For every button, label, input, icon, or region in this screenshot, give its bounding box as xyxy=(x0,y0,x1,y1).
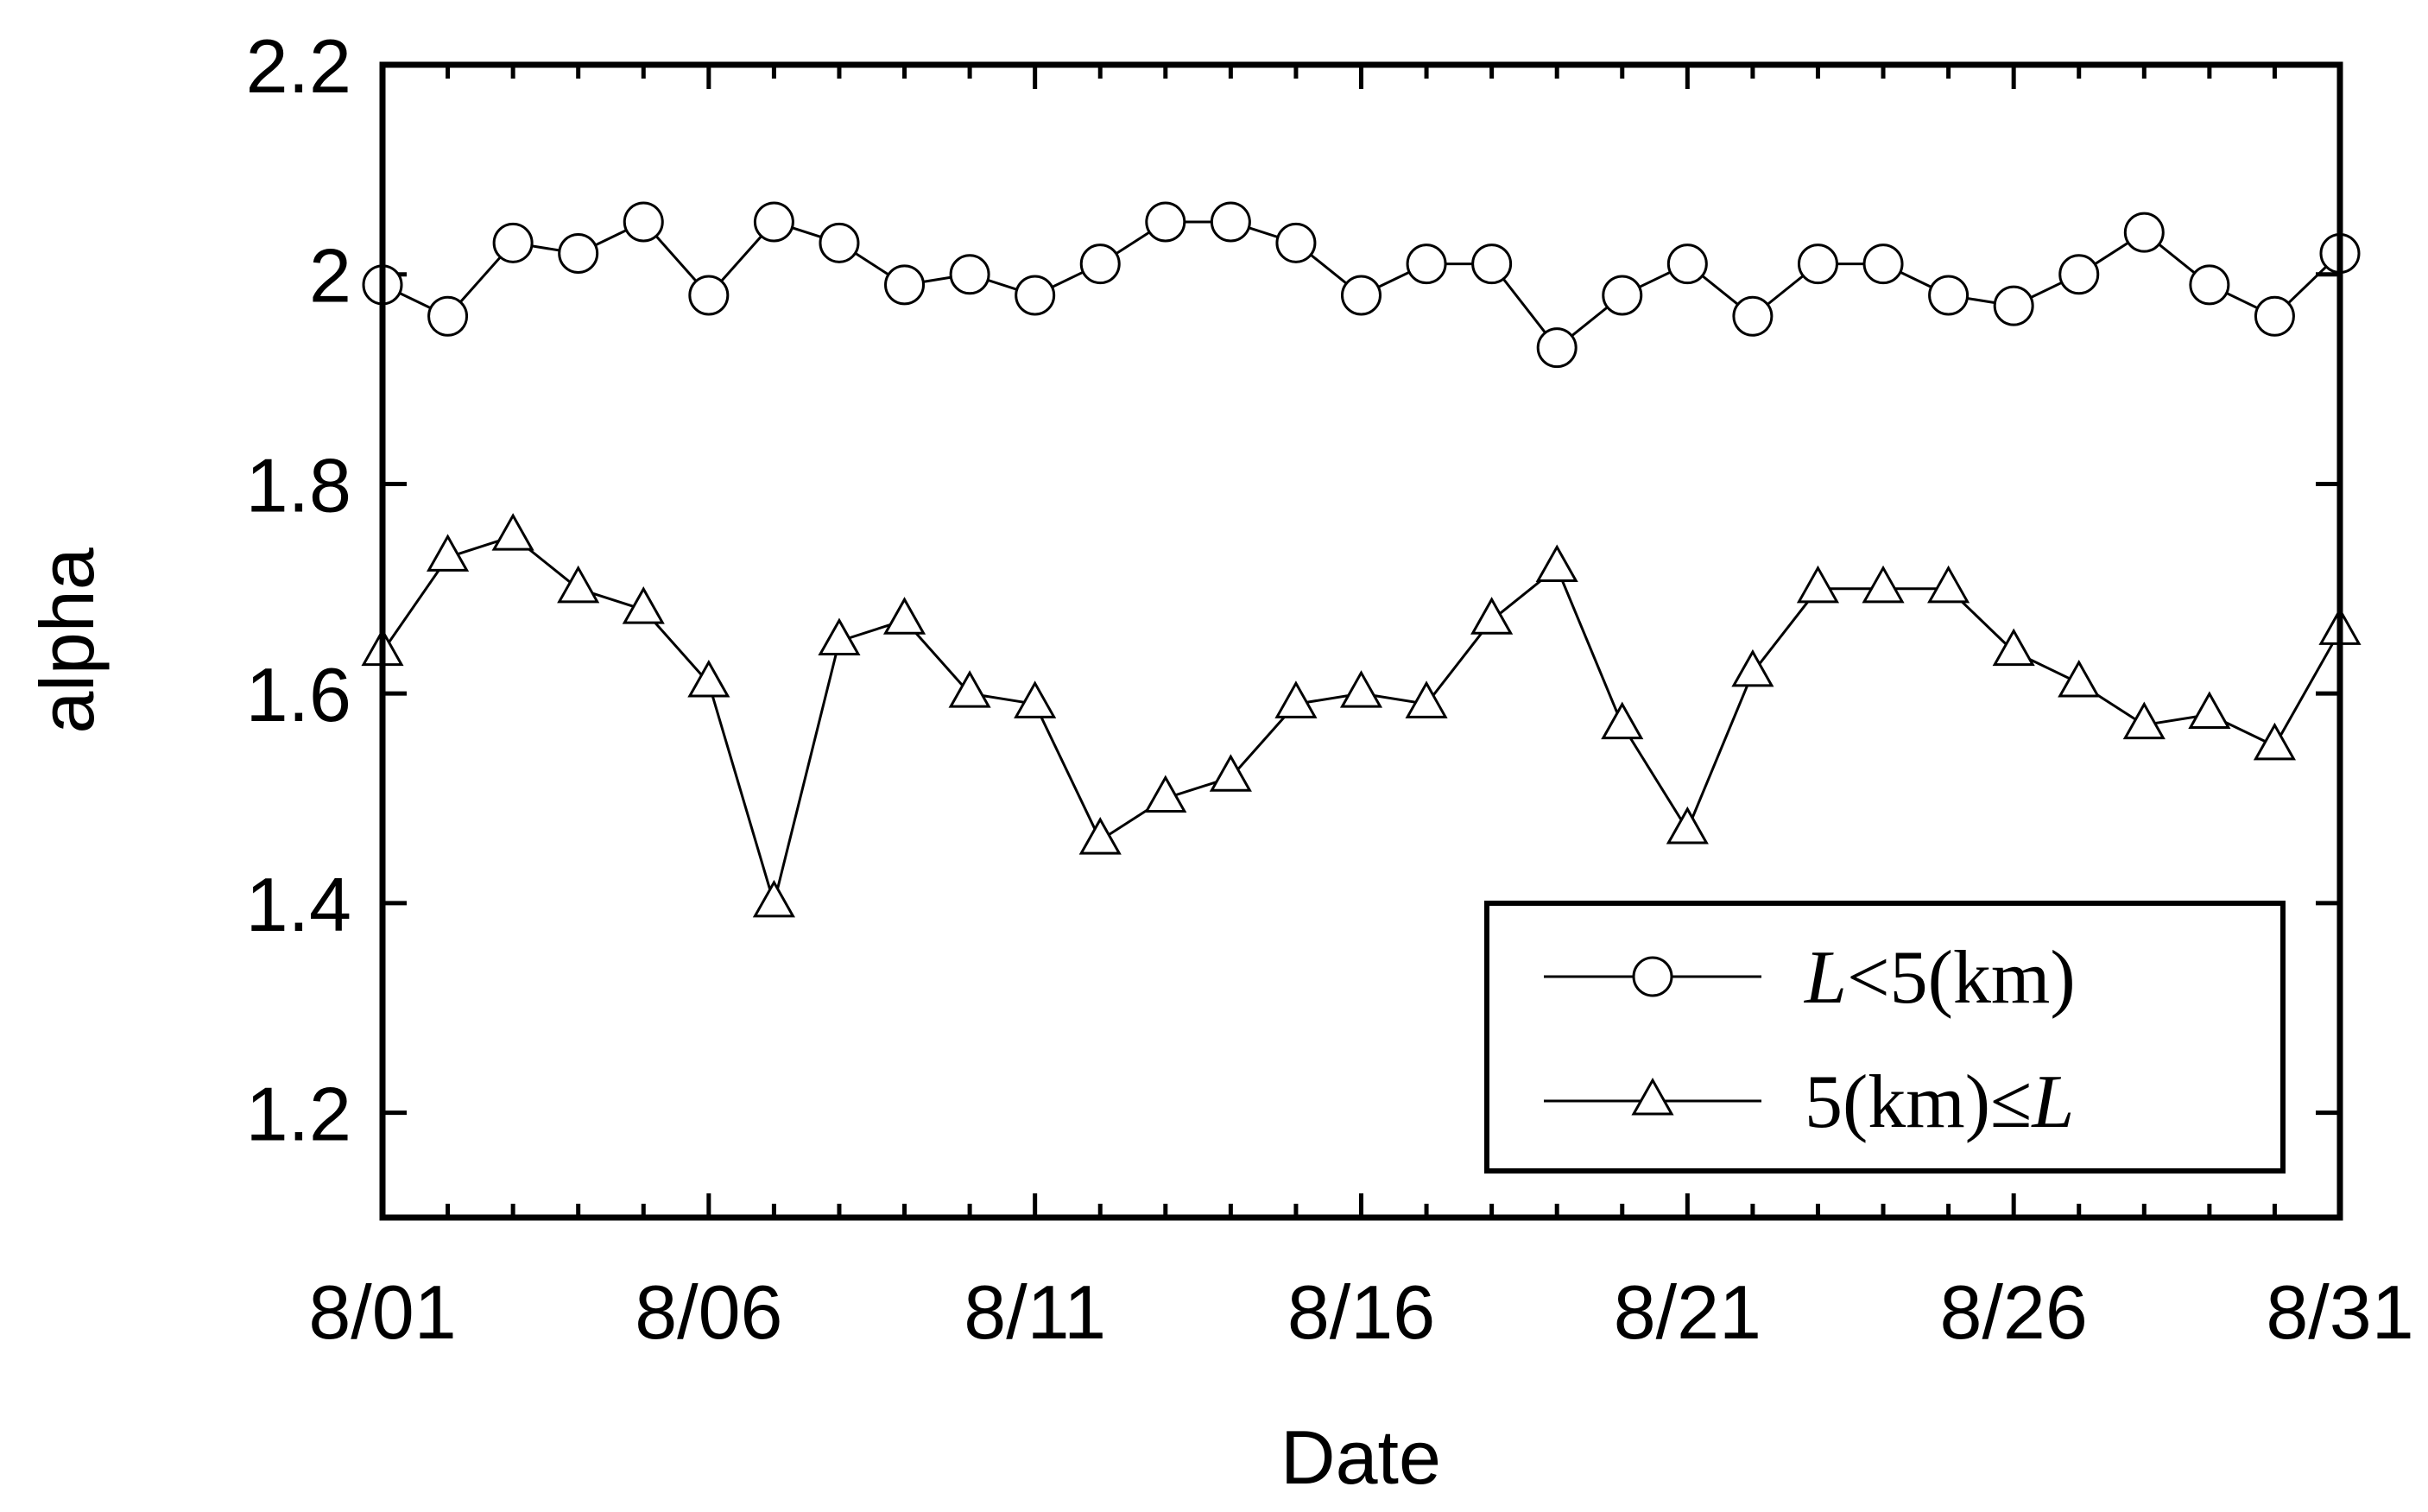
x-tick-label: 8/31 xyxy=(2266,1269,2413,1355)
data-point-circle xyxy=(1471,244,1513,285)
data-point-triangle xyxy=(1862,565,1905,604)
data-point-triangle xyxy=(882,597,926,635)
data-point-circle xyxy=(1928,275,1970,316)
data-point-circle xyxy=(1341,275,1382,316)
y-tick-label: 1.6 xyxy=(246,652,351,737)
plot-frame xyxy=(379,61,2343,1221)
data-point-circle xyxy=(1015,275,1056,316)
legend-label-circle: L<5(km) xyxy=(1803,936,2076,1020)
data-point-triangle xyxy=(2058,659,2101,698)
series-circle xyxy=(362,201,2361,369)
data-point-triangle xyxy=(818,617,861,655)
legend-box xyxy=(1484,901,2286,1174)
x-tick-label: 8/16 xyxy=(1287,1269,1435,1355)
data-point-circle xyxy=(1406,244,1447,285)
data-point-circle xyxy=(1732,295,1774,337)
data-point-circle xyxy=(1210,201,1251,243)
x-tick-label: 8/21 xyxy=(1614,1269,1761,1355)
x-tick-label: 8/11 xyxy=(964,1269,1106,1355)
axis-ticks: 1.2 1.4 1.6 1.8 2 2.2 8/01 8/06 8/11 8/16 8/21 8/26… xyxy=(246,23,2414,1355)
data-point-triangle xyxy=(1927,565,1970,604)
data-point-circle xyxy=(1993,285,2034,326)
data-point-circle xyxy=(623,201,664,243)
data-point-triangle xyxy=(1666,806,1709,845)
data-point-circle xyxy=(753,201,794,243)
data-point-triangle xyxy=(491,513,534,551)
data-point-triangle xyxy=(948,670,991,708)
legend-label-triangle-var: L xyxy=(2030,1060,2074,1144)
data-point-triangle xyxy=(426,534,470,572)
y-tick-label: 1.4 xyxy=(246,862,351,947)
series-group xyxy=(361,201,2362,918)
data-point-triangle xyxy=(1339,670,1383,708)
legend-label-triangle: 5(km)≤L xyxy=(1805,1060,2074,1144)
y-tick-label: 2 xyxy=(309,233,351,319)
data-point-circle xyxy=(1275,222,1317,263)
series-line-triangle xyxy=(381,535,2342,908)
data-point-triangle xyxy=(1014,680,1057,718)
legend-label-circle-var: L xyxy=(1803,936,1847,1020)
data-point-triangle xyxy=(2122,701,2166,740)
data-point-triangle xyxy=(1405,680,1448,718)
legend-label-triangle-rest: 5(km)≤ xyxy=(1805,1060,2032,1144)
data-point-circle xyxy=(688,275,730,316)
data-point-triangle xyxy=(1470,597,1514,635)
data-point-circle xyxy=(1862,244,1904,285)
legend-label-circle-rest: <5(km) xyxy=(1847,936,2076,1020)
data-point-circle xyxy=(2189,264,2230,306)
data-point-triangle xyxy=(1274,680,1318,718)
data-point-circle xyxy=(1797,244,1838,285)
y-tick-label: 2.2 xyxy=(246,23,351,109)
series-triangle xyxy=(361,513,2362,918)
data-point-circle xyxy=(884,264,926,306)
data-point-circle xyxy=(819,222,860,263)
data-point-circle xyxy=(1145,201,1186,243)
x-tick-label: 8/06 xyxy=(635,1269,782,1355)
y-tick-label: 1.8 xyxy=(246,442,351,528)
y-tick-label: 1.2 xyxy=(246,1072,351,1157)
data-point-triangle xyxy=(687,659,730,698)
legend: L<5(km) 5(km)≤L xyxy=(1484,901,2286,1174)
data-point-circle xyxy=(558,232,599,274)
legend-marker-triangle xyxy=(1631,1077,1674,1116)
data-point-triangle xyxy=(752,879,795,918)
data-point-circle xyxy=(1079,244,1121,285)
data-point-circle xyxy=(492,222,534,263)
data-point-circle xyxy=(2123,212,2165,253)
data-point-triangle xyxy=(1144,775,1187,813)
data-point-triangle xyxy=(1601,701,1644,740)
legend-marker-circle xyxy=(1632,956,1673,997)
data-point-circle xyxy=(427,295,469,337)
data-point-triangle xyxy=(1992,628,2035,667)
data-point-triangle xyxy=(1209,754,1252,792)
data-point-circle xyxy=(1602,275,1643,316)
data-point-circle xyxy=(2058,254,2100,295)
data-point-triangle xyxy=(622,586,665,624)
data-point-circle xyxy=(2254,295,2295,337)
x-axis-label: Date xyxy=(1280,1414,1441,1500)
data-point-circle xyxy=(949,254,990,295)
data-point-triangle xyxy=(1796,565,1840,604)
data-point-triangle xyxy=(2253,722,2296,761)
data-point-circle xyxy=(1536,327,1578,369)
y-axis-label: alpha xyxy=(24,547,110,733)
data-point-triangle xyxy=(557,565,600,604)
data-point-triangle xyxy=(1535,544,1578,583)
data-point-circle xyxy=(1666,244,1708,285)
data-point-triangle xyxy=(1078,817,1122,855)
data-point-triangle xyxy=(2188,691,2231,729)
x-tick-label: 8/01 xyxy=(308,1269,456,1355)
data-point-triangle xyxy=(1731,648,1774,687)
x-tick-label: 8/26 xyxy=(1940,1269,2088,1355)
